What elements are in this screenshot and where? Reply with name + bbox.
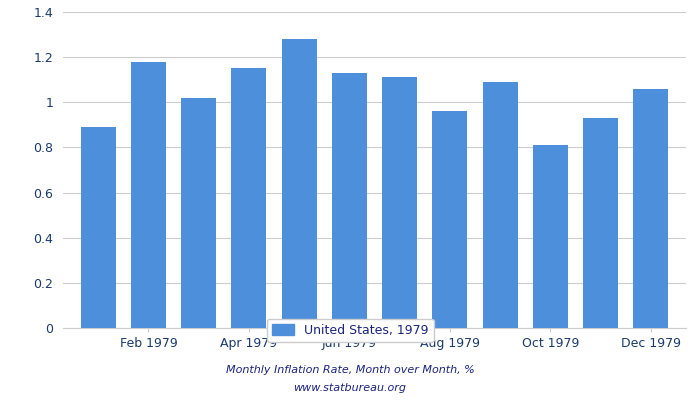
Bar: [583, 118, 618, 328]
Bar: [634, 89, 668, 328]
Bar: [281, 39, 316, 328]
Bar: [433, 111, 468, 328]
Text: Monthly Inflation Rate, Month over Month, %: Monthly Inflation Rate, Month over Month…: [225, 365, 475, 375]
Bar: [332, 73, 367, 328]
Bar: [181, 98, 216, 328]
Bar: [80, 127, 116, 328]
Legend: United States, 1979: United States, 1979: [267, 319, 433, 342]
Bar: [231, 68, 267, 328]
Bar: [382, 78, 417, 328]
Bar: [131, 62, 166, 328]
Bar: [482, 82, 518, 328]
Bar: [533, 145, 568, 328]
Text: www.statbureau.org: www.statbureau.org: [293, 383, 407, 393]
